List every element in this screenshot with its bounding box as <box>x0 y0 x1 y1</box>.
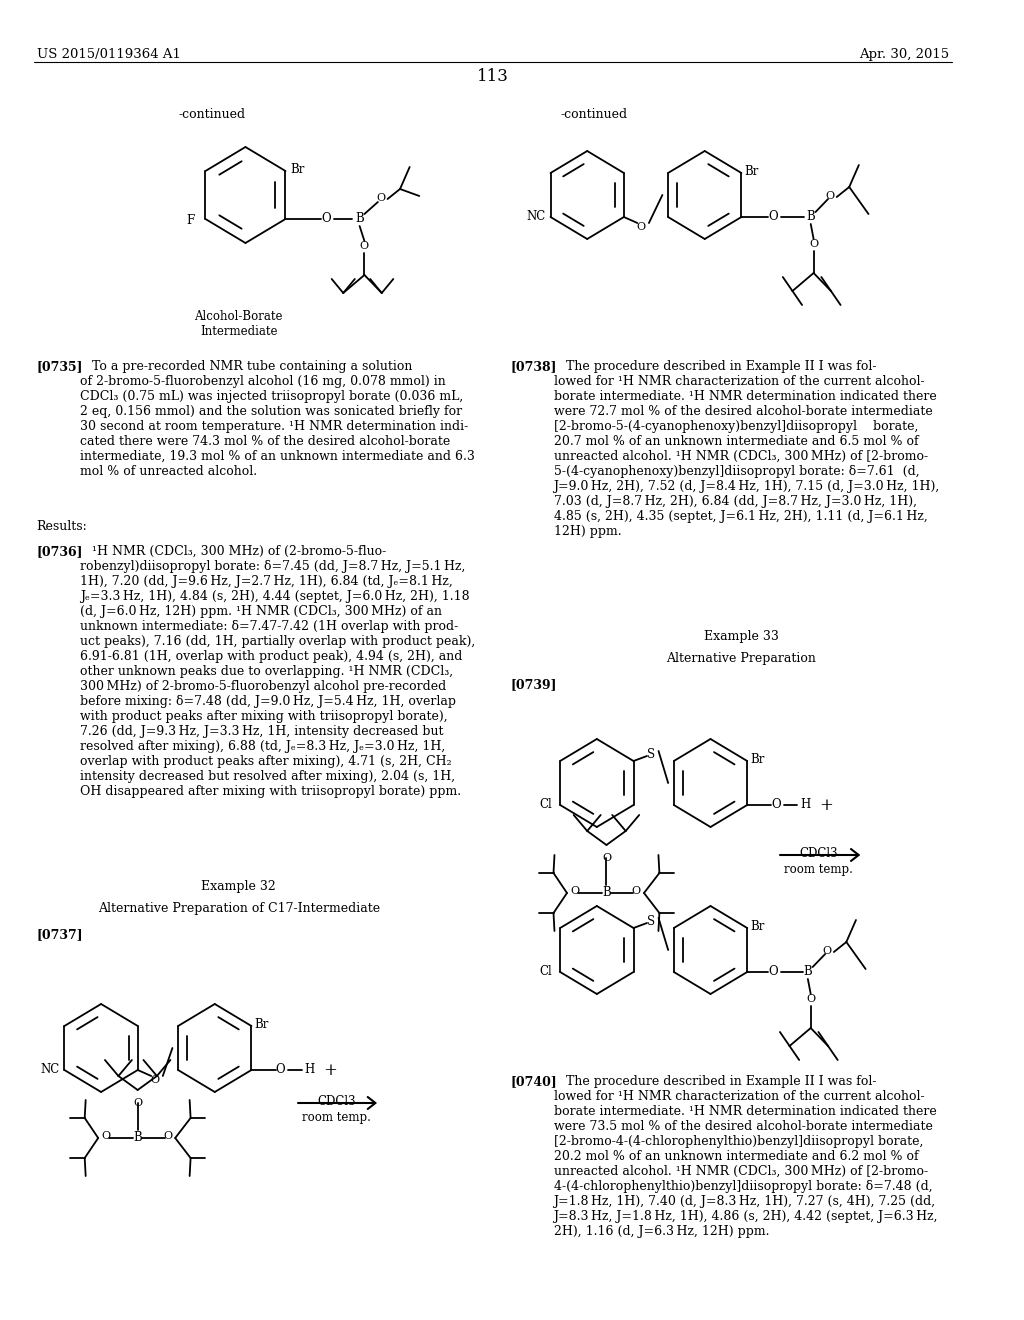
Text: Results:: Results: <box>37 520 87 533</box>
Text: [0738]: [0738] <box>510 360 557 374</box>
Text: O: O <box>151 1074 160 1085</box>
Text: The procedure described in Example II I was fol-
lowed for ¹H NMR characterizati: The procedure described in Example II I … <box>554 360 940 539</box>
Text: Alternative Preparation: Alternative Preparation <box>667 652 816 665</box>
Text: Cl: Cl <box>539 799 552 810</box>
Text: To a pre-recorded NMR tube containing a solution
of 2-bromo-5-fluorobenzyl alcoh: To a pre-recorded NMR tube containing a … <box>80 360 475 478</box>
Text: H: H <box>304 1063 314 1076</box>
Text: O: O <box>637 222 646 232</box>
Text: US 2015/0119364 A1: US 2015/0119364 A1 <box>37 48 180 61</box>
Text: B: B <box>133 1131 142 1144</box>
Text: -continued: -continued <box>560 108 628 121</box>
Text: CDCl3: CDCl3 <box>799 847 838 861</box>
Text: Alcohol-Borate
Intermediate: Alcohol-Borate Intermediate <box>195 310 283 338</box>
Text: CDCl3: CDCl3 <box>317 1096 356 1107</box>
Text: H: H <box>800 799 810 810</box>
Text: O: O <box>133 1098 142 1107</box>
Text: +: + <box>819 797 834 814</box>
Text: Cl: Cl <box>539 965 552 978</box>
Text: NC: NC <box>40 1063 59 1076</box>
Text: S: S <box>647 915 655 928</box>
Text: room temp.: room temp. <box>302 1111 372 1125</box>
Text: [0735]: [0735] <box>37 360 83 374</box>
Text: Br: Br <box>254 1018 268 1031</box>
Text: [0737]: [0737] <box>37 928 83 941</box>
Text: 113: 113 <box>477 69 509 84</box>
Text: O: O <box>768 210 778 223</box>
Text: [0740]: [0740] <box>510 1074 557 1088</box>
Text: O: O <box>809 239 818 249</box>
Text: [0736]: [0736] <box>37 545 83 558</box>
Text: O: O <box>602 853 611 863</box>
Text: Apr. 30, 2015: Apr. 30, 2015 <box>859 48 949 61</box>
Text: Br: Br <box>751 752 765 766</box>
Text: B: B <box>804 965 812 978</box>
Text: Br: Br <box>290 162 305 176</box>
Text: O: O <box>322 213 331 224</box>
Text: Example 33: Example 33 <box>703 630 778 643</box>
Text: [0739]: [0739] <box>510 678 557 690</box>
Text: O: O <box>806 994 815 1005</box>
Text: O: O <box>632 886 641 896</box>
Text: ¹H NMR (CDCl₃, 300 MHz) of (2-bromo-5-fluo-
robenzyl)diisopropyl borate: δ=7.45 : ¹H NMR (CDCl₃, 300 MHz) of (2-bromo-5-fl… <box>80 545 475 799</box>
Text: NC: NC <box>526 210 546 223</box>
Text: O: O <box>275 1063 285 1076</box>
Text: Br: Br <box>751 920 765 933</box>
Text: F: F <box>186 214 195 227</box>
Text: O: O <box>768 965 778 978</box>
Text: O: O <box>359 242 369 251</box>
Text: O: O <box>771 799 781 810</box>
Text: The procedure described in Example II I was fol-
lowed for ¹H NMR characterizati: The procedure described in Example II I … <box>554 1074 938 1238</box>
Text: O: O <box>376 193 385 203</box>
Text: B: B <box>806 210 815 223</box>
Text: +: + <box>324 1063 338 1078</box>
Text: Br: Br <box>744 165 759 178</box>
Text: O: O <box>822 946 831 956</box>
Text: O: O <box>101 1131 111 1140</box>
Text: Example 32: Example 32 <box>202 880 276 894</box>
Text: room temp.: room temp. <box>783 863 853 876</box>
Text: -continued: -continued <box>178 108 245 121</box>
Text: B: B <box>602 886 611 899</box>
Text: O: O <box>825 191 835 201</box>
Text: O: O <box>570 886 580 896</box>
Text: O: O <box>163 1131 172 1140</box>
Text: Alternative Preparation of C17-Intermediate: Alternative Preparation of C17-Intermedi… <box>97 902 380 915</box>
Text: S: S <box>647 748 655 762</box>
Text: B: B <box>355 213 364 224</box>
